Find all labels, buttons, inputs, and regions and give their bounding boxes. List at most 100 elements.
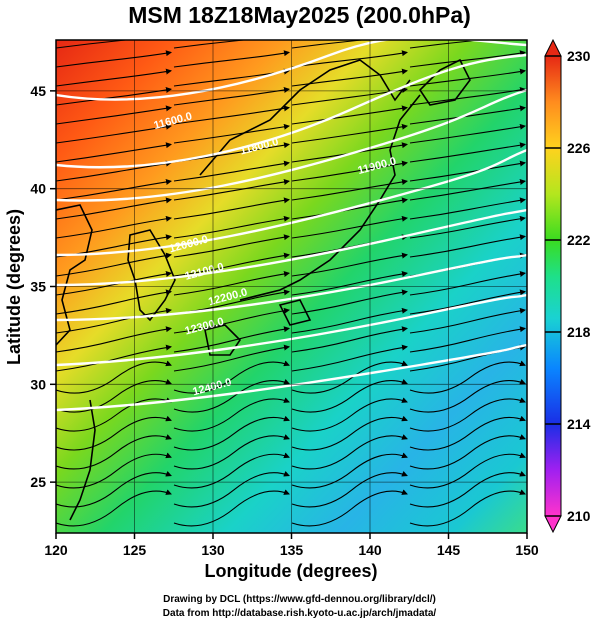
streamline [56, 434, 172, 470]
streamline [56, 160, 172, 182]
streamline [56, 105, 172, 125]
streamline [56, 489, 172, 527]
colorbar-tick-label: 222 [567, 232, 591, 248]
y-tick-label: 35 [30, 279, 46, 295]
streamline [409, 50, 526, 68]
streamline [56, 360, 172, 394]
streamline [173, 179, 290, 201]
latitude-axis: 25 30 35 40 45 [30, 83, 56, 490]
streamline [56, 50, 172, 68]
streamline [173, 378, 290, 413]
figure-title: MSM 18Z18May2025 (200.0hPa) [128, 2, 471, 28]
colorbar-tick-label: 218 [567, 324, 591, 340]
streamline [56, 142, 172, 163]
streamline [173, 434, 290, 470]
streamline [173, 234, 290, 258]
streamline [291, 378, 408, 413]
streamline [56, 452, 172, 489]
streamline [409, 289, 526, 315]
credit-data: Data from http://database.rish.kyoto-u.a… [162, 608, 437, 619]
x-tick-label: 145 [437, 542, 461, 558]
streamline [173, 123, 290, 144]
streamline [173, 452, 290, 489]
streamline [409, 40, 485, 49]
streamline [173, 50, 290, 68]
streamline [291, 434, 408, 470]
streamline [291, 307, 408, 334]
colorbar-tick-label: 230 [567, 48, 591, 64]
streamline [409, 68, 526, 87]
streamline [409, 123, 526, 144]
streamline [409, 452, 526, 489]
x-tick-label: 140 [358, 542, 382, 558]
streamline [291, 271, 408, 296]
streamline [56, 470, 172, 508]
streamline [291, 68, 408, 87]
streamline [173, 326, 290, 353]
streamline [173, 197, 290, 220]
streamline [291, 105, 408, 125]
streamline [56, 397, 172, 432]
streamline [56, 40, 131, 49]
streamline [409, 271, 526, 296]
streamline [173, 160, 290, 182]
streamline [173, 397, 290, 432]
streamline [409, 415, 526, 451]
streamline [409, 326, 526, 353]
streamline [409, 179, 526, 201]
streamline [173, 307, 290, 334]
colorbar-upper-extension [544, 38, 562, 57]
streamline [409, 105, 526, 125]
streamline [173, 271, 290, 296]
streamline [291, 397, 408, 432]
y-axis-label: Latitude (degrees) [4, 209, 24, 365]
longitude-axis: 120 125 130 135 140 145 150 [44, 533, 539, 558]
y-tick-label: 25 [30, 474, 46, 490]
streamline [56, 415, 172, 451]
streamline [409, 378, 526, 413]
streamline [173, 105, 290, 125]
streamline [409, 360, 526, 394]
streamline [409, 142, 526, 163]
x-tick-label: 135 [280, 542, 304, 558]
streamline [409, 160, 526, 182]
streamline [56, 215, 172, 239]
streamline [291, 415, 408, 451]
height-contours [56, 40, 527, 412]
streamline [409, 87, 526, 106]
colorbar-tick-label: 226 [567, 140, 591, 156]
streamline [173, 87, 290, 106]
streamline [409, 234, 526, 258]
streamline [291, 215, 408, 239]
streamline [291, 50, 408, 68]
streamline [291, 452, 408, 489]
colorbar: 230 226 222 218 214 210 [544, 38, 591, 534]
x-tick-label: 120 [44, 542, 68, 558]
colorbar-lower-extension [544, 515, 562, 534]
streamline [409, 470, 526, 508]
map-grid [56, 40, 527, 533]
streamline [409, 434, 526, 470]
streamline [173, 344, 290, 372]
x-tick-label: 150 [515, 542, 539, 558]
streamline [173, 415, 290, 451]
streamline [56, 197, 172, 220]
streamline [56, 378, 172, 413]
streamline [291, 344, 408, 372]
streamline [409, 397, 526, 432]
colorbar-ticks: 230 226 222 218 214 210 [545, 48, 591, 524]
colorbar-tick-label: 210 [567, 508, 591, 524]
streamline [56, 344, 172, 372]
x-tick-label: 130 [201, 542, 225, 558]
streamline [409, 197, 526, 220]
streamline [291, 123, 408, 144]
streamline [173, 252, 290, 277]
streamline [56, 252, 172, 277]
streamline [56, 326, 172, 353]
x-tick-label: 125 [123, 542, 147, 558]
credit-drawing: Drawing by DCL (https://www.gfd-dennou.o… [163, 594, 436, 605]
streamline [56, 68, 172, 87]
streamline [56, 307, 172, 334]
x-axis-label: Longitude (degrees) [204, 561, 377, 581]
